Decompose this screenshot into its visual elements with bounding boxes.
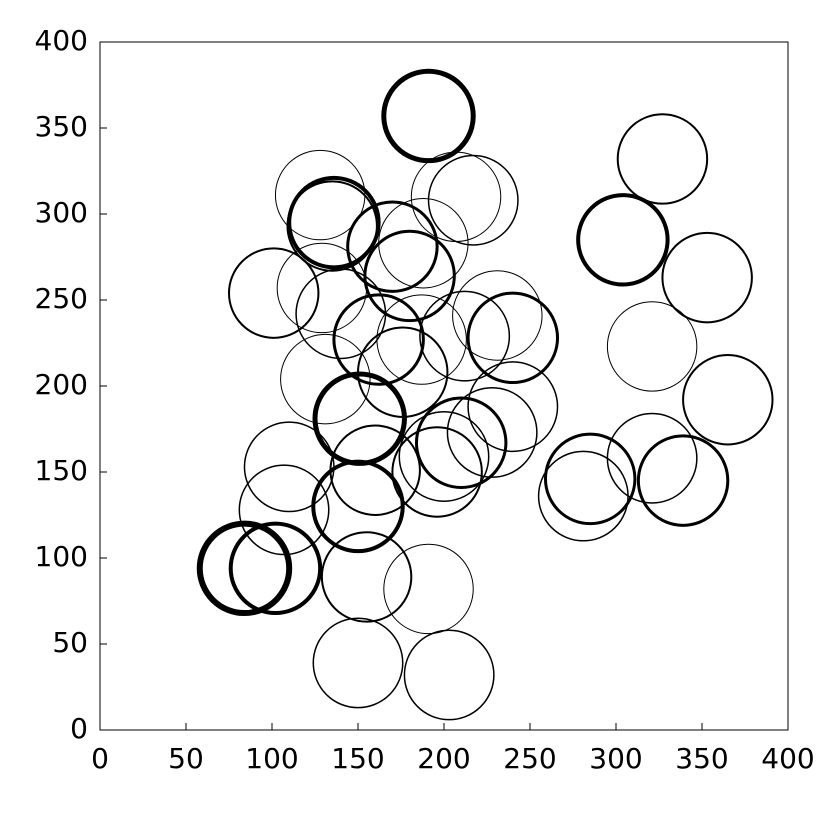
circle-marker [537, 450, 629, 542]
circle-marker [332, 293, 425, 386]
y-tick-label: 300 [35, 196, 88, 229]
x-tick-label: 100 [245, 742, 298, 775]
x-tick-label: 350 [675, 742, 728, 775]
circle-marker [427, 154, 519, 246]
y-tick-label: 100 [35, 540, 88, 573]
circle-marker [378, 198, 469, 289]
circle-marker [196, 520, 293, 617]
x-tick-label: 200 [417, 742, 470, 775]
circle-marker [467, 361, 559, 453]
y-tick-label: 350 [35, 110, 88, 143]
circle-marker [287, 175, 381, 270]
circle-marker [410, 151, 502, 243]
y-tick-label: 200 [35, 368, 88, 401]
circle-marker [228, 247, 320, 339]
circle-marker [661, 231, 753, 324]
x-tick-label: 50 [168, 742, 204, 775]
circle-marker [606, 301, 698, 392]
circle-marker [391, 426, 483, 518]
y-tick-label: 150 [35, 454, 88, 487]
circle-marker [682, 354, 774, 446]
x-tick-label: 150 [331, 742, 384, 775]
circle-marker [616, 113, 709, 205]
x-tick-label: 300 [589, 742, 642, 775]
circle-marker [311, 459, 405, 554]
circle-marker [446, 386, 538, 478]
circle-marker [228, 521, 323, 616]
circle-marker [286, 180, 378, 272]
circle-marker [606, 412, 698, 504]
circle-marker [543, 432, 637, 526]
circle-marker [276, 242, 368, 334]
circle-marker [243, 421, 335, 513]
circle-marker [376, 294, 467, 385]
circle-marker [346, 200, 439, 293]
circle-marker [381, 68, 476, 164]
x-tick-label: 400 [761, 742, 814, 775]
circle-marker [576, 193, 670, 287]
y-tick-label: 250 [35, 282, 88, 315]
y-tick-label: 50 [52, 626, 88, 659]
circle-marker [403, 629, 495, 721]
x-tick-label: 250 [503, 742, 556, 775]
circle-marker [383, 543, 474, 635]
circle-marker [419, 290, 511, 382]
circle-marker [452, 270, 543, 361]
circle-marker [636, 434, 730, 527]
circle-marker [320, 531, 413, 623]
circle-marker [280, 333, 371, 425]
y-tick-label: 400 [35, 24, 88, 57]
circle-marker [466, 291, 560, 385]
circle-marker [414, 396, 508, 489]
circle-marker [398, 411, 490, 502]
circle-marker [312, 617, 404, 709]
y-tick-label: 0 [70, 712, 88, 745]
x-tick-label: 0 [91, 742, 109, 775]
